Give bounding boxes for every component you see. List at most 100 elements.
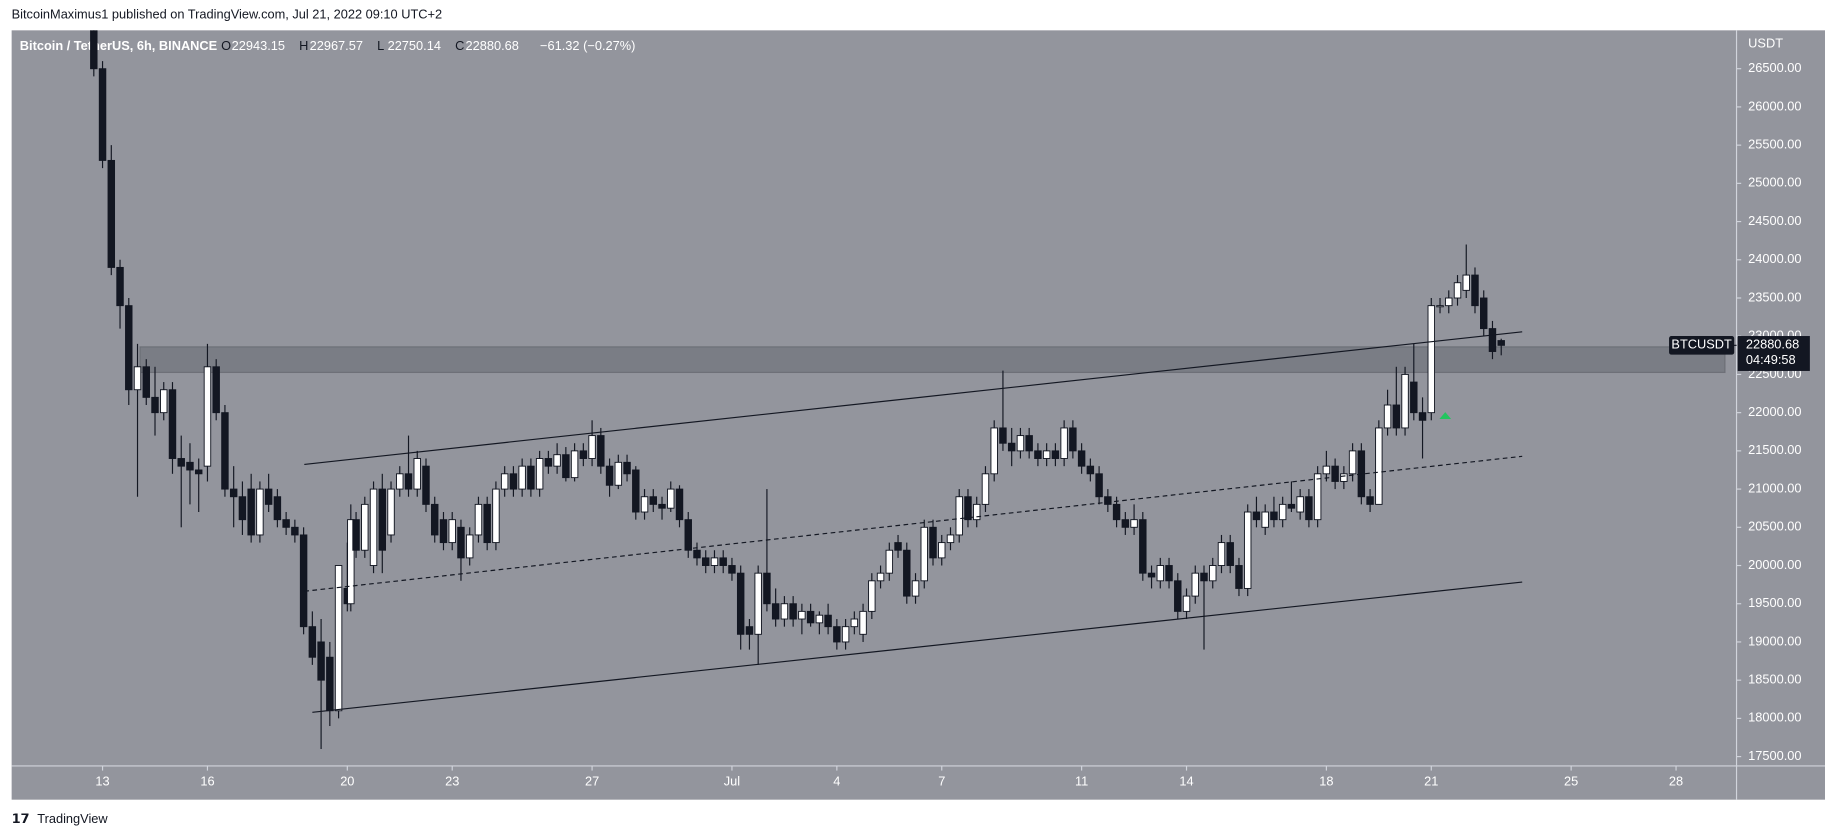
candle-body <box>518 465 526 490</box>
publisher: BitcoinMaximus1 published on TradingView… <box>12 7 442 22</box>
candle-body <box>1287 503 1296 509</box>
candle-body <box>264 488 273 505</box>
candle-body <box>745 626 754 635</box>
candle-body <box>623 461 631 475</box>
legend-value: 22750.14 <box>388 38 441 53</box>
legend-value: 22880.68 <box>466 38 519 53</box>
candle-body <box>597 435 605 467</box>
candle-body <box>929 526 937 559</box>
candle-body <box>763 572 771 605</box>
x-tick-label: 4 <box>833 774 840 789</box>
candle-body <box>1261 511 1269 528</box>
symbol-title: Bitcoin / TetherUS, 6h, BINANCE <box>20 38 218 53</box>
candle-body <box>1235 565 1243 589</box>
legend-change: −61.32 (−0.27%) <box>540 38 635 53</box>
countdown: 04:49:58 <box>1746 352 1796 367</box>
candle-body <box>1270 511 1278 521</box>
y-tick-label: 25500.00 <box>1748 137 1801 152</box>
candle-body <box>605 465 614 486</box>
candle-body <box>1401 373 1409 429</box>
candle-body <box>1034 450 1042 459</box>
time-axis <box>11 765 1825 800</box>
candle-body <box>562 454 570 479</box>
y-tick-label: 18500.00 <box>1748 672 1801 687</box>
candle-body <box>693 549 701 559</box>
candle-body <box>107 159 116 268</box>
price-badge <box>1737 336 1810 371</box>
candle-body <box>361 503 369 551</box>
candle-body <box>710 557 719 566</box>
candle-body <box>1252 511 1261 521</box>
candle-body <box>1191 572 1199 597</box>
candle-body <box>1427 305 1436 414</box>
candle-body <box>1209 565 1217 582</box>
candle-body <box>133 366 142 391</box>
x-tick-label: 16 <box>200 774 214 789</box>
candle-body <box>431 503 439 536</box>
candle-body <box>500 473 509 490</box>
candle-body <box>273 496 282 521</box>
x-tick-label: 18 <box>1319 774 1333 789</box>
price-axis <box>1736 30 1825 766</box>
ohlc-legend: O 22943.15 H 22967.57 L 22750.14 C 22880.68 −61.… <box>221 38 635 53</box>
candle-body <box>177 458 185 467</box>
candle-body <box>1436 305 1444 308</box>
x-tick-label: 14 <box>1179 774 1193 789</box>
candle-body <box>125 305 133 391</box>
legend-key: H <box>299 38 308 53</box>
candle-body <box>1174 580 1182 612</box>
candle-body <box>98 68 107 161</box>
candle-body <box>212 366 220 414</box>
candle-body <box>1165 565 1173 582</box>
candle-body <box>684 519 692 551</box>
y-tick-label: 21500.00 <box>1748 442 1801 457</box>
candle-body <box>1095 473 1103 498</box>
y-tick-label: 17500.00 <box>1748 748 1801 763</box>
candle-body <box>1243 511 1252 589</box>
legend-value: 22967.57 <box>310 38 363 53</box>
candle-body <box>667 488 675 509</box>
candle-body <box>151 396 159 414</box>
candle-body <box>378 488 387 551</box>
candle-body <box>256 488 264 536</box>
x-tick-label: 7 <box>938 774 945 789</box>
candle-body <box>1278 503 1287 521</box>
candle-body <box>1305 496 1313 521</box>
candle-body <box>850 618 859 628</box>
candle-body <box>675 488 684 521</box>
candle-body <box>1051 450 1060 459</box>
candle-body <box>876 572 885 582</box>
candle-body <box>413 458 421 490</box>
candle-body <box>527 465 535 490</box>
y-tick-label: 20500.00 <box>1748 519 1801 534</box>
candle-body <box>1042 450 1051 459</box>
y-tick-label: 20000.00 <box>1748 557 1801 572</box>
candle-body <box>347 519 355 605</box>
candle-body <box>911 580 920 597</box>
candle-body <box>1156 565 1165 582</box>
candle-body <box>1200 572 1208 582</box>
candle-body <box>798 610 806 620</box>
candle-body <box>1375 427 1383 505</box>
y-tick-label: 26000.00 <box>1748 98 1801 113</box>
x-tick-label: 23 <box>445 774 459 789</box>
candle-body <box>1480 297 1488 330</box>
legend-key: C <box>455 38 464 53</box>
candle-body <box>1488 328 1497 352</box>
candle-body <box>806 610 815 624</box>
candle-body <box>1077 450 1086 467</box>
candle-body <box>229 488 238 498</box>
y-tick-label: 26500.00 <box>1748 60 1801 75</box>
axes: 17500.00 18000.00 18500.00 19000.00 19500.00… <box>95 60 1810 789</box>
candle-body <box>990 427 998 475</box>
candle-body <box>1007 442 1016 452</box>
candle-body <box>640 496 649 513</box>
candle-body <box>1121 519 1130 528</box>
candle-body <box>422 465 430 505</box>
candle-body <box>999 427 1007 444</box>
y-tick-label: 21000.00 <box>1748 480 1801 495</box>
candle-body <box>719 557 727 566</box>
candle-body <box>465 534 474 559</box>
